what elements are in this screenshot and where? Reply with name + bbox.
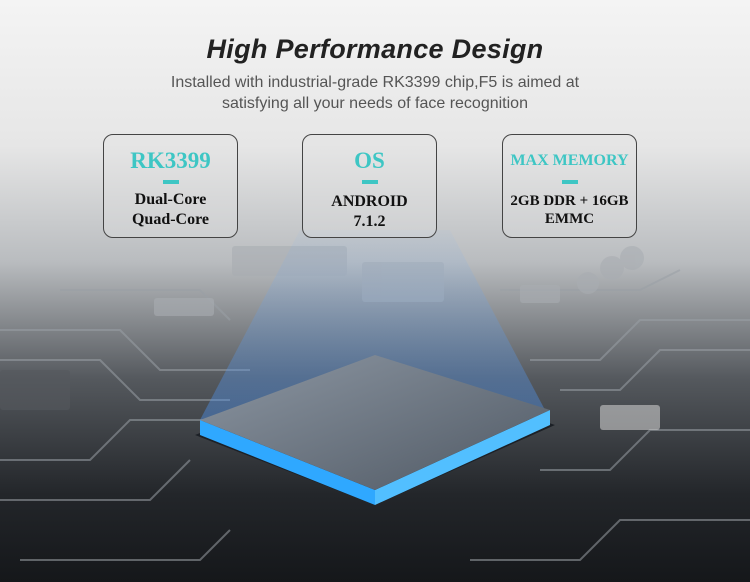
subtitle-line: satisfying all your needs of face recogn…: [222, 95, 528, 112]
card-heading: MAX MEMORY: [510, 152, 629, 169]
card-line: Quad-Core: [131, 211, 210, 228]
subtitle-line: Installed with industrial-grade RK3399 c…: [170, 74, 580, 91]
card-heading: OS: [354, 148, 385, 173]
page-title: High Performance Design: [206, 34, 544, 64]
card-heading: RK3399: [130, 148, 211, 173]
card-line: 2GB DDR + 16GB: [510, 193, 629, 209]
card-line: 7.1.2: [353, 213, 386, 230]
light-beam: [200, 230, 545, 420]
card-line: ANDROID: [331, 193, 408, 210]
accent-divider: [361, 180, 378, 184]
accent-divider: [561, 180, 578, 184]
card-line: EMMC: [544, 211, 595, 227]
spec-card-os: OS ANDROID 7.1.2: [302, 134, 437, 238]
spec-card-memory: MAX MEMORY 2GB DDR + 16GB EMMC: [502, 134, 637, 238]
card-line: Dual-Core: [134, 191, 207, 208]
spec-card-cpu: RK3399 Dual-Core Quad-Core: [103, 134, 238, 238]
processor-chip: [195, 355, 555, 505]
accent-divider: [162, 180, 179, 184]
circuit-traces: [0, 269, 750, 561]
page-subtitle: Installed with industrial-grade RK3399 c…: [0, 72, 750, 114]
